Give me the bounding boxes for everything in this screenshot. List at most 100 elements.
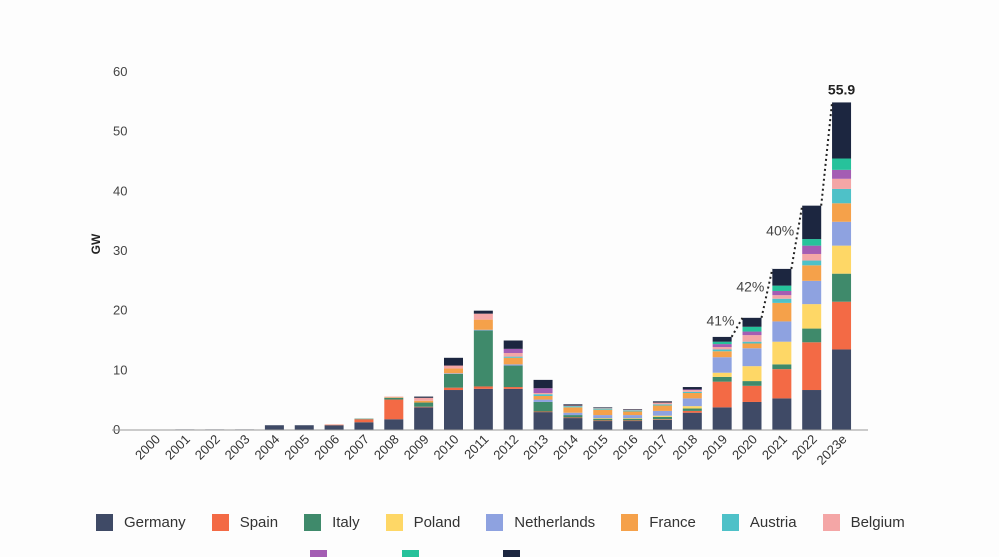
bar-segment [384, 397, 404, 400]
legend-label: Poland [413, 514, 461, 531]
bar-segment [652, 416, 672, 420]
bar-segment [742, 385, 762, 402]
x-tick-label: 2003 [222, 432, 253, 463]
legend-item: Poland [385, 514, 461, 531]
growth-dotted-line [730, 317, 744, 338]
bar-segment [384, 419, 404, 430]
legend-swatch [486, 514, 504, 531]
bar-segment [414, 402, 434, 407]
bar-segment [533, 412, 553, 430]
legend-label: Netherlands [514, 514, 596, 531]
bar-segment [503, 357, 523, 365]
bar-segment [623, 415, 643, 419]
x-tick-label: 2014 [550, 432, 581, 463]
bar-segment [682, 390, 702, 392]
bar-segment [503, 388, 523, 430]
bar-segment [503, 348, 523, 354]
bar-segment [832, 158, 852, 170]
bar-segment [712, 349, 732, 352]
legend-swatch [621, 514, 639, 531]
bar-segment [593, 415, 613, 419]
bar-segment [802, 265, 822, 281]
bar-segment [712, 344, 732, 348]
bar-segment [682, 391, 702, 393]
y-tick-label: 30 [113, 243, 127, 258]
bar-segment [832, 102, 852, 159]
legend-swatch [385, 514, 403, 531]
bar-segment [832, 349, 852, 430]
bar-segment [264, 425, 284, 430]
x-tick-label: 2008 [371, 432, 402, 463]
bar-segment [414, 406, 434, 408]
bar-segment [682, 412, 702, 430]
x-tick-label: 2018 [669, 432, 700, 463]
bar-segment [444, 357, 463, 366]
legend-label: Spain [239, 514, 279, 531]
bar-segment [384, 396, 404, 398]
bar-segment [533, 394, 553, 396]
bar-segment [563, 417, 583, 419]
bar-segment [802, 390, 822, 430]
bar-segment [712, 347, 732, 350]
bar-segment [742, 317, 762, 327]
bar-segment [802, 205, 822, 240]
bar-segment [802, 253, 822, 261]
bar-segment [652, 415, 672, 417]
bar-segment [832, 245, 852, 274]
bar-segment [563, 404, 583, 406]
bar-segment [414, 407, 434, 430]
bar-segment [682, 387, 702, 390]
bar-segment [772, 302, 792, 322]
legend-swatch [402, 550, 419, 557]
bar-segment [623, 409, 643, 411]
bar-segment [623, 411, 643, 416]
x-tick-label: 2021 [759, 432, 790, 463]
bar-segment [354, 418, 374, 420]
bar-segment [652, 404, 672, 406]
bar-segment [742, 326, 762, 332]
bar-segment [533, 401, 553, 412]
legend-label: Austria [749, 514, 797, 531]
bar-segment [682, 398, 702, 407]
growth-dotted-line [760, 268, 774, 319]
legend-item: Belgium [822, 514, 905, 531]
bar-segment [444, 365, 463, 369]
y-tick-label: 60 [113, 64, 127, 79]
y-axis-title: GW [89, 233, 103, 254]
x-tick-label: 2010 [431, 432, 462, 463]
bar-segment [503, 353, 523, 357]
x-tick-label: 2000 [132, 432, 163, 463]
bar-segment [742, 366, 762, 382]
bar-segment [772, 341, 792, 365]
chart-legend: Germany Spain Italy Poland Netherlands France… [96, 514, 931, 531]
bar-segment [354, 422, 374, 430]
bar-segment [772, 321, 792, 342]
bar-segment [772, 369, 792, 399]
y-tick-label: 50 [113, 124, 127, 139]
x-tick-label: 2007 [341, 432, 372, 463]
bar-segment [593, 418, 613, 419]
legend-swatch [721, 514, 739, 531]
legend-swatch [304, 514, 322, 531]
y-tick-label: 10 [113, 362, 127, 377]
growth-dotted-line [790, 205, 804, 270]
bar-segment [712, 351, 732, 358]
legend-swatch [310, 550, 327, 557]
bar-segment [593, 421, 613, 430]
bar-segment [802, 239, 822, 246]
bar-segment [533, 395, 553, 400]
bar-segment [802, 304, 822, 329]
bar-segment [712, 341, 732, 345]
x-tick-label: 2016 [610, 432, 641, 463]
bar-segment [772, 364, 792, 370]
x-tick-label: 2023e [813, 432, 849, 468]
chart-legend-second-row [0, 550, 999, 557]
bar-segment [742, 401, 762, 430]
bar-segment [832, 188, 852, 204]
bar-segment [682, 406, 702, 409]
bar-segment [384, 397, 404, 398]
bar-segment [563, 407, 583, 413]
x-tick-label: 2015 [580, 432, 611, 463]
bar-segment [802, 245, 822, 254]
bar-segment [623, 409, 643, 410]
